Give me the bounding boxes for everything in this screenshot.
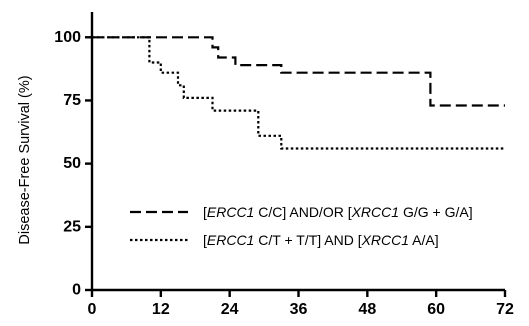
x-tick-label: 36	[290, 301, 308, 318]
legend-label-part: A/A]	[409, 232, 439, 248]
curves	[92, 36, 505, 150]
y-tick-label: 50	[63, 155, 81, 172]
x-tick-label: 72	[496, 301, 514, 318]
legend-label-part: ERCC1	[207, 204, 254, 220]
survival-curve-2	[92, 36, 505, 150]
y-tick-label: 0	[72, 282, 81, 299]
y-tick-label: 100	[54, 29, 81, 46]
legend-label-part: C/C] AND/OR [	[254, 204, 351, 220]
x-tick-label: 48	[358, 301, 376, 318]
y-tick-label: 25	[63, 218, 81, 235]
legend-label-part: C/T + T/T] AND [	[254, 232, 361, 248]
legend: [ERCC1 C/C] AND/OR [XRCC1 G/G + G/A][ERC…	[130, 204, 473, 248]
y-tick-label: 75	[63, 92, 81, 109]
legend-label-part: XRCC1	[361, 232, 409, 248]
legend-label-part: [	[203, 232, 207, 248]
legend-label-part: G/G + G/A]	[399, 204, 473, 220]
legend-label-part: XRCC1	[351, 204, 399, 220]
x-tick-label: 0	[88, 301, 97, 318]
legend-label-part: [	[203, 204, 207, 220]
x-tick-label: 60	[427, 301, 445, 318]
axes: 0 25 50 75 100 0 12 24 36 48 60 72	[54, 12, 514, 318]
legend-label-part: ERCC1	[207, 232, 254, 248]
y-axis-title: Disease-Free Survival (%)	[17, 75, 33, 244]
x-tick-label: 12	[152, 301, 170, 318]
x-tick-label: 24	[221, 301, 239, 318]
legend-label-1: [ERCC1 C/C] AND/OR [XRCC1 G/G + G/A]	[203, 204, 473, 220]
legend-label-2: [ERCC1 C/T + T/T] AND [XRCC1 A/A]	[203, 232, 439, 248]
survival-curve-1	[92, 36, 505, 107]
